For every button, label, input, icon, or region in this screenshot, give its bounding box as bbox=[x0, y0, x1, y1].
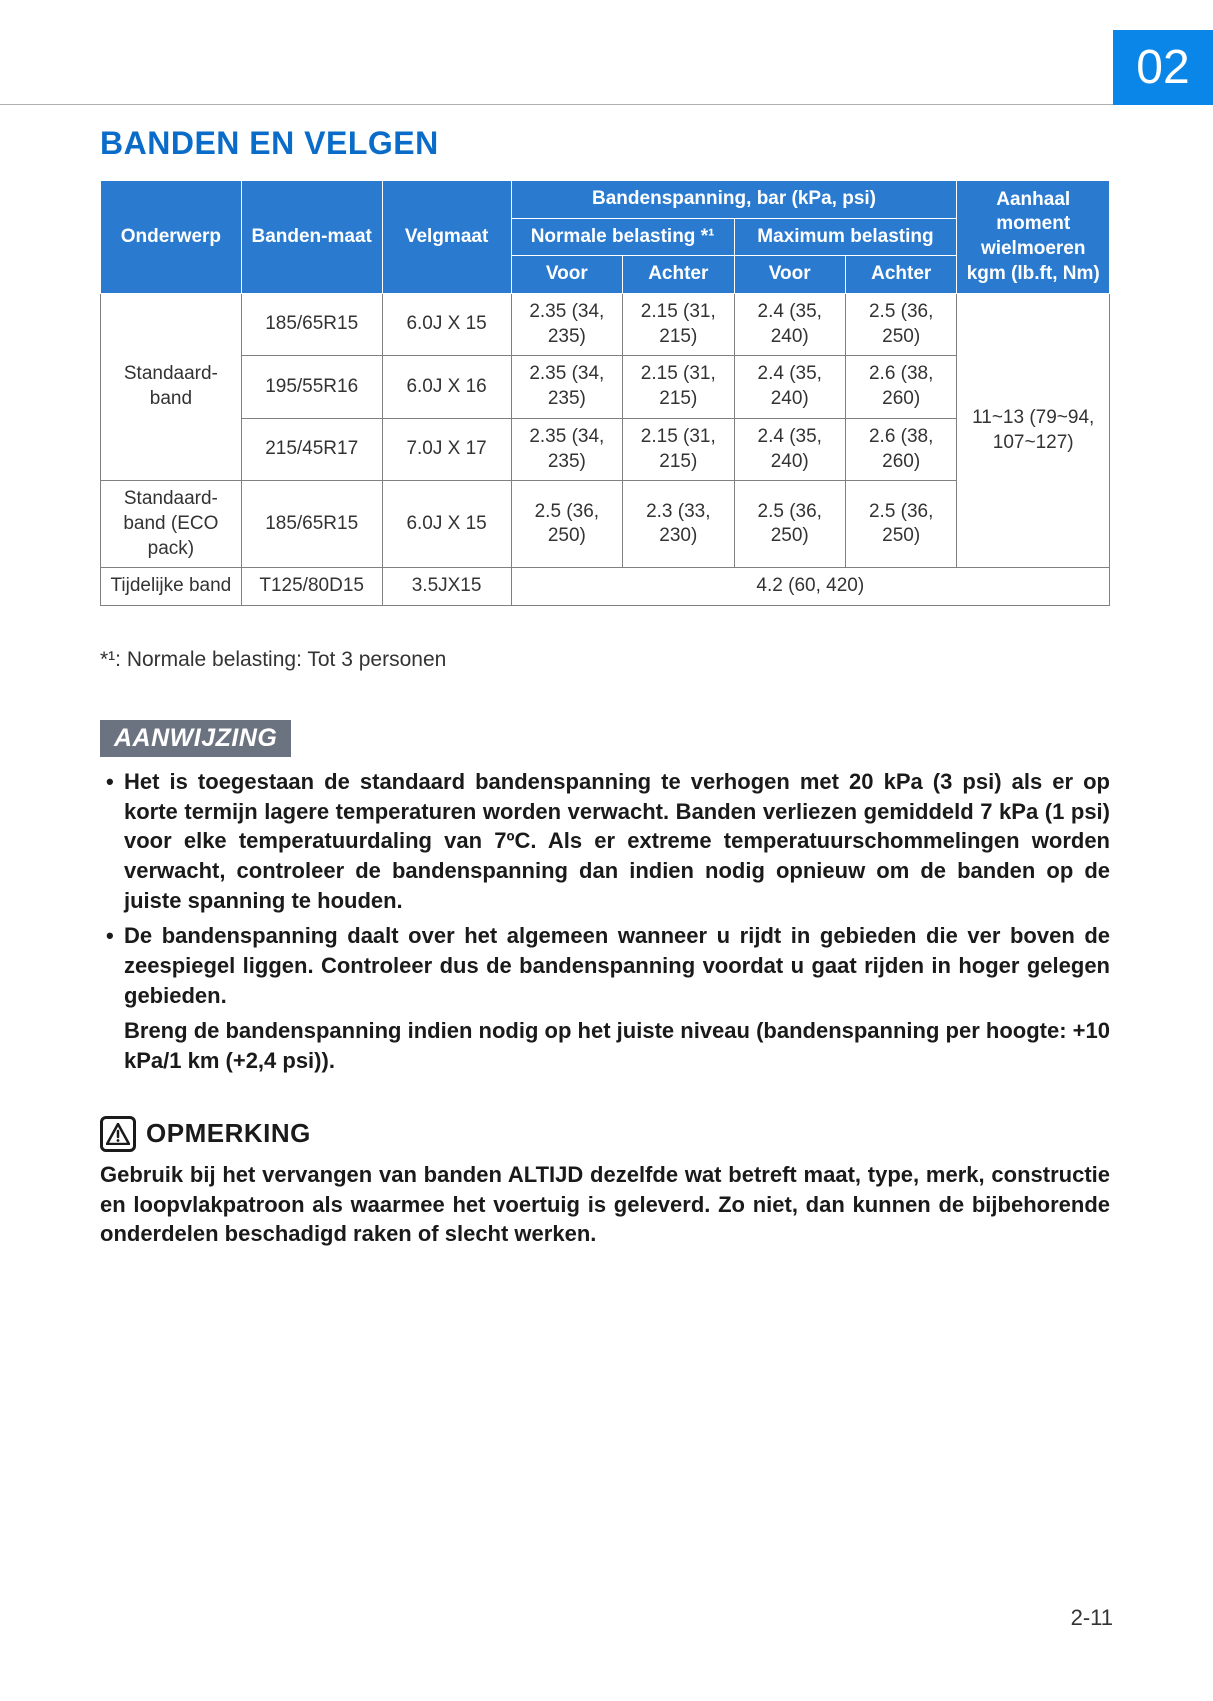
table-row: Standaard-band 185/65R15 6.0J X 15 2.35 … bbox=[101, 294, 1110, 356]
cell-tire: T125/80D15 bbox=[241, 568, 382, 606]
callout-item: De bandenspanning daalt over het algemee… bbox=[100, 921, 1110, 1010]
cell-mv: 2.4 (35, 240) bbox=[734, 356, 845, 418]
group-label: Standaard-band bbox=[101, 294, 242, 481]
cell-wheel: 3.5JX15 bbox=[382, 568, 511, 606]
cell-ma: 2.6 (38, 260) bbox=[845, 418, 956, 480]
col-normal-load: Normale belasting *¹ bbox=[511, 218, 734, 256]
cell-nv: 2.5 (36, 250) bbox=[511, 481, 622, 568]
col-max-load: Maximum belasting bbox=[734, 218, 957, 256]
callout-label: AANWIJZING bbox=[100, 720, 291, 757]
warning-title: OPMERKING bbox=[146, 1118, 311, 1149]
cell-mv: 2.4 (35, 240) bbox=[734, 294, 845, 356]
chapter-tab: 02 bbox=[1113, 30, 1213, 105]
callout-item: Het is toegestaan de standaard bandenspa… bbox=[100, 767, 1110, 915]
page: 02 BANDEN EN VELGEN Onderwerp Banden-maa… bbox=[0, 0, 1213, 1701]
header-divider bbox=[0, 104, 1113, 105]
cell-wheel: 7.0J X 17 bbox=[382, 418, 511, 480]
chapter-number: 02 bbox=[1136, 40, 1189, 95]
col-bandenmaat: Banden-maat bbox=[241, 181, 382, 294]
cell-torque: 11~13 (79~94, 107~127) bbox=[957, 294, 1110, 568]
section-title: BANDEN EN VELGEN bbox=[100, 125, 1110, 162]
cell-ma: 2.6 (38, 260) bbox=[845, 356, 956, 418]
col-pressure-group: Bandenspanning, bar (kPa, psi) bbox=[511, 181, 957, 219]
cell-ma: 2.5 (36, 250) bbox=[845, 481, 956, 568]
col-nv: Voor bbox=[511, 256, 622, 294]
col-na: Achter bbox=[623, 256, 734, 294]
cell-mv: 2.4 (35, 240) bbox=[734, 418, 845, 480]
cell-tire: 215/45R17 bbox=[241, 418, 382, 480]
cell-ma: 2.5 (36, 250) bbox=[845, 294, 956, 356]
table-header: Onderwerp Banden-maat Velgmaat Bandenspa… bbox=[101, 181, 1110, 294]
cell-wheel: 6.0J X 15 bbox=[382, 294, 511, 356]
cell-na: 2.3 (33, 230) bbox=[623, 481, 734, 568]
cell-na: 2.15 (31, 215) bbox=[623, 356, 734, 418]
cell-na: 2.15 (31, 215) bbox=[623, 418, 734, 480]
cell-tire: 185/65R15 bbox=[241, 294, 382, 356]
col-torque: Aanhaal moment wielmoeren kgm (lb.ft, Nm… bbox=[957, 181, 1110, 294]
group-label: Standaard-band (ECO pack) bbox=[101, 481, 242, 568]
cell-nv: 2.35 (34, 235) bbox=[511, 418, 622, 480]
warning-triangle-icon bbox=[100, 1116, 136, 1152]
table-body: Standaard-band 185/65R15 6.0J X 15 2.35 … bbox=[101, 294, 1110, 606]
callout-subpara: Breng de bandenspanning indien nodig op … bbox=[100, 1016, 1110, 1075]
cell-tire: 185/65R15 bbox=[241, 481, 382, 568]
cell-na: 2.15 (31, 215) bbox=[623, 294, 734, 356]
cell-nv: 2.35 (34, 235) bbox=[511, 356, 622, 418]
col-onderwerp: Onderwerp bbox=[101, 181, 242, 294]
col-velgmaat: Velgmaat bbox=[382, 181, 511, 294]
page-number: 2-11 bbox=[1071, 1605, 1113, 1631]
warning-header: OPMERKING bbox=[100, 1116, 1110, 1152]
tire-table: Onderwerp Banden-maat Velgmaat Bandenspa… bbox=[100, 180, 1110, 606]
cell-temp-pressure: 4.2 (60, 420) bbox=[511, 568, 1109, 606]
col-ma: Achter bbox=[845, 256, 956, 294]
cell-mv: 2.5 (36, 250) bbox=[734, 481, 845, 568]
warning-body: Gebruik bij het vervangen van banden ALT… bbox=[100, 1160, 1110, 1249]
callout-body: Het is toegestaan de standaard bandenspa… bbox=[100, 767, 1110, 1076]
cell-wheel: 6.0J X 15 bbox=[382, 481, 511, 568]
footnote: *¹: Normale belasting: Tot 3 personen bbox=[100, 648, 1110, 672]
content-area: BANDEN EN VELGEN Onderwerp Banden-maat V… bbox=[100, 125, 1110, 1249]
cell-nv: 2.35 (34, 235) bbox=[511, 294, 622, 356]
group-label: Tijdelijke band bbox=[101, 568, 242, 606]
cell-tire: 195/55R16 bbox=[241, 356, 382, 418]
col-mv: Voor bbox=[734, 256, 845, 294]
table-row: Tijdelijke band T125/80D15 3.5JX15 4.2 (… bbox=[101, 568, 1110, 606]
cell-wheel: 6.0J X 16 bbox=[382, 356, 511, 418]
